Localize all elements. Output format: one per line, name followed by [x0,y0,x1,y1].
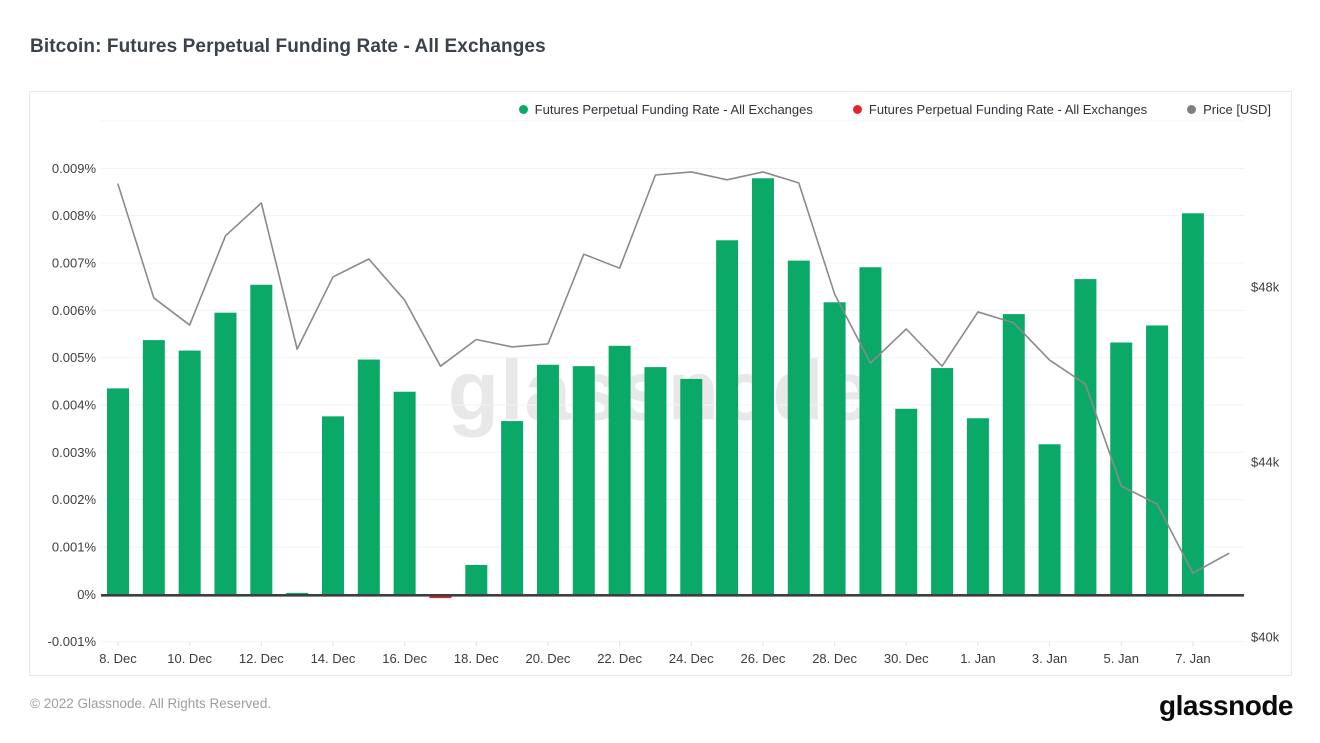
x-axis-label: 14. Dec [311,651,356,666]
funding-bar[interactable] [1146,325,1169,595]
x-axis-label: 7. Jan [1175,651,1210,666]
legend-item-price[interactable]: Price [USD] [1187,102,1271,117]
chart-legend: Futures Perpetual Funding Rate - All Exc… [518,102,1271,117]
funding-bar[interactable] [321,416,344,595]
legend-dot-gray-icon [1187,105,1197,114]
legend-item-label: Futures Perpetual Funding Rate - All Exc… [534,102,813,117]
funding-bar[interactable] [680,378,703,595]
funding-bar[interactable] [716,240,739,595]
funding-bar[interactable] [966,418,989,595]
legend-dot-green-icon [518,105,528,114]
copyright-text: © 2022 Glassnode. All Rights Reserved. [30,696,272,711]
funding-bar[interactable] [1074,279,1097,595]
funding-bar[interactable] [644,367,667,595]
x-axis-label: 28. Dec [812,651,857,666]
funding-bar[interactable] [1002,314,1025,595]
funding-bar[interactable] [393,391,416,595]
funding-bar[interactable] [931,368,954,595]
funding-bar[interactable] [214,312,237,595]
y-axis-left-label: 0.009% [52,161,97,176]
funding-bar[interactable] [357,359,380,595]
glassnode-logo[interactable]: glassnode [1159,690,1293,721]
legend-item-funding-negative[interactable]: Futures Perpetual Funding Rate - All Exc… [852,102,1148,117]
funding-bar[interactable] [895,408,918,595]
funding-bar[interactable] [751,178,774,595]
chart-plot-area[interactable]: 8. Dec 10. Dec 12. Dec 14. Dec 16. Dec 18. De… [30,92,1291,675]
funding-bar[interactable] [107,388,129,595]
funding-bar[interactable] [536,364,559,595]
x-axis-label: 20. Dec [526,651,571,666]
funding-bar[interactable] [286,592,309,595]
y-axis-left-label: 0.004% [52,397,97,412]
y-axis-left-label: 0.002% [52,492,97,507]
y-axis-left-label: 0.008% [52,208,97,223]
y-axis-left-label: 0.006% [52,303,97,318]
funding-bar[interactable] [859,267,882,595]
legend-item-label: Futures Perpetual Funding Rate - All Exc… [868,102,1148,117]
x-axis-label: 30. Dec [884,651,929,666]
funding-bar[interactable] [250,284,273,595]
x-axis-label: 8. Dec [99,651,137,666]
funding-bar[interactable] [465,564,488,595]
y-axis-left-label: -0.001% [48,634,97,649]
y-axis-left-label: 0.001% [52,539,97,554]
y-axis-right-label: $40k [1251,630,1280,645]
y-axis-left-label: 0% [77,587,96,602]
x-axis-label: 16. Dec [382,651,427,666]
x-axis-label: 1. Jan [960,651,995,666]
page-title: Bitcoin: Futures Perpetual Funding Rate … [30,36,546,57]
funding-bar[interactable] [178,350,201,595]
y-axis-right-label: $44k [1251,455,1280,470]
x-axis-label: 26. Dec [741,651,786,666]
funding-bar[interactable] [1181,213,1204,595]
y-axis-right-label: $48k [1251,280,1280,295]
price-line[interactable] [117,171,1230,574]
funding-bar[interactable] [823,302,846,595]
chart-card: Futures Perpetual Funding Rate - All Exc… [29,91,1292,676]
legend-item-label: Price [USD] [1203,102,1271,117]
funding-bar[interactable] [1038,444,1061,595]
x-axis-label: 12. Dec [239,651,284,666]
legend-dot-red-icon [852,105,862,114]
x-axis-label: 3. Jan [1032,651,1067,666]
legend-item-funding-positive[interactable]: Futures Perpetual Funding Rate - All Exc… [518,102,813,117]
y-axis-left-label: 0.005% [52,350,97,365]
funding-bar[interactable] [142,340,165,595]
y-axis-left-label: 0.003% [52,445,97,460]
x-axis-label: 10. Dec [167,651,212,666]
x-axis-label: 24. Dec [669,651,714,666]
funding-bar[interactable] [501,421,524,595]
funding-bar[interactable] [608,345,631,595]
x-axis-label: 18. Dec [454,651,499,666]
y-axis-left-label: 0.007% [52,255,97,270]
funding-bar[interactable] [787,260,810,595]
x-axis-label: 5. Jan [1104,651,1139,666]
funding-bar[interactable] [572,366,595,595]
funding-bar[interactable] [1110,342,1133,595]
x-axis-label: 22. Dec [597,651,642,666]
